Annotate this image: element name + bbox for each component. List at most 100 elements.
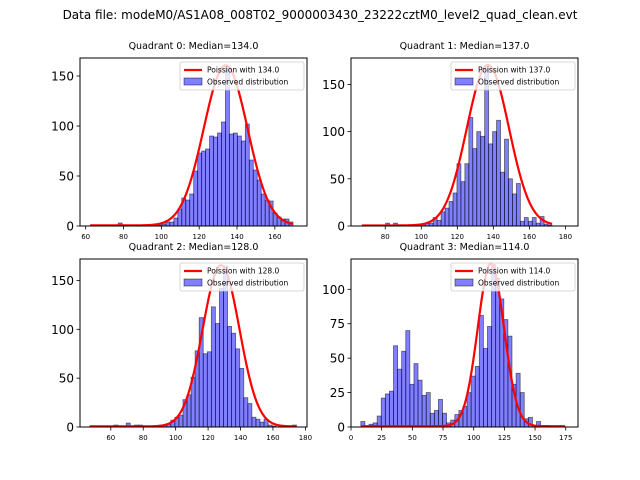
histogram-bar [259,421,265,428]
histogram-bar [206,351,212,428]
x-tick-label: 60 [81,233,90,241]
histogram-bar [405,330,411,428]
x-tick-label: 50 [408,434,417,442]
figure-suptitle: Data file: modeM0/AS1A08_008T02_90000034… [62,8,578,22]
x-tick-label: 160 [523,233,536,241]
legend: Poission with 134.0 Observed distribution [179,61,305,91]
histogram-bar [519,220,525,227]
y-tick-label: 25 [330,386,345,400]
x-tick-label: 180 [559,233,572,241]
x-tick-label: 100 [415,233,428,241]
histogram-bar [515,183,521,227]
histogram-bar [235,348,241,428]
subplot-quadrant-0: Quadrant 0: Median=134.0 0 50 100 150 60 80 100… [51,41,308,241]
histogram-bar [256,179,262,227]
histogram-bar [527,220,533,227]
legend-label-observed: Observed distribution [478,279,559,288]
legend-box [450,61,576,91]
histogram-bar [531,217,537,227]
histogram-bar [468,117,474,227]
poisson-curve [90,64,294,227]
histogram-bar [500,171,505,227]
y-tick-label: 0 [66,421,74,435]
histogram-bar [433,410,439,428]
legend-label-poisson: Poission with 137.0 [478,66,551,75]
x-tick-label: 160 [268,233,281,241]
legend-box [179,262,305,292]
subplot-quadrant-3: Quadrant 3: Median=114.0 0 25 50 75 100 0 25 50 7… [322,242,579,442]
axes-frame [79,57,308,227]
x-tick-label: 80 [119,233,128,241]
histogram-bar [470,375,476,428]
histogram-bar [260,193,266,227]
poisson-curve [89,264,297,428]
histogram-bar [193,170,199,227]
histogram-bar [221,121,226,227]
x-tick-label: 100 [467,434,480,442]
histogram-bar [169,221,175,227]
histogram-bar [495,277,501,428]
histogram-bar [197,152,203,227]
histogram-bar [243,397,249,428]
x-tick-label: 175 [559,434,572,442]
histogram-bar [229,133,234,227]
x-tick-label: 80 [139,434,148,442]
histogram-bar [444,207,450,227]
histogram-bar [165,221,171,227]
histogram-bar [201,150,207,227]
histogram-bar [460,181,466,227]
x-tick-label: 120 [192,233,205,241]
histogram-bar [440,211,446,227]
histogram-bar [438,399,443,428]
y-tick-label: 150 [322,78,345,92]
legend-patch-swatch [454,77,474,86]
legend-label-poisson: Poission with 134.0 [207,66,280,75]
histogram-bar [251,416,257,428]
histogram-bar [185,199,191,227]
x-tick-label: 25 [377,434,386,442]
histogram-bar [504,138,509,227]
histogram-bar [472,148,478,227]
histogram-bar [239,367,245,428]
histogram-bar [240,140,246,227]
y-tick-label: 0 [337,220,345,234]
histogram-bar [492,131,497,227]
legend-label-observed: Observed distribution [478,78,559,87]
histogram-bar [487,326,492,428]
histogram-bar [519,392,525,428]
x-tick-label: 150 [528,434,541,442]
histogram-bar [393,345,398,428]
histogram-bar [488,143,494,227]
histogram-bar [496,119,501,227]
histogram-bar [476,131,482,227]
histogram-bar [236,135,242,227]
histogram-bar [480,135,486,227]
legend-label-poisson: Poission with 114.0 [478,267,551,276]
legend: Poission with 114.0 Observed distribution [450,262,576,292]
y-tick-label: 150 [51,274,74,288]
subplot-quadrant-1: Quadrant 1: Median=137.0 0 50 100 150 80 100 12… [322,41,579,241]
axes-frame [350,258,579,428]
histogram-bar [512,193,517,227]
histogram-bar [417,379,423,428]
histogram-bar [233,132,238,227]
histogram-bar [209,135,214,227]
x-tick-label: 140 [230,233,243,241]
histogram-bar [210,306,216,428]
histogram-bar [464,163,470,227]
histogram-bar [252,169,258,227]
histogram-bar [523,217,529,227]
axes-frame [79,258,308,428]
histogram-bar [186,394,192,428]
histogram-bar [466,392,472,428]
legend-patch-swatch [454,278,474,287]
histogram-bar [389,390,394,428]
x-tick-label: 180 [299,434,312,442]
x-tick-label: 100 [169,434,182,442]
histogram-bar [478,315,484,428]
x-tick-label: 120 [201,434,214,442]
histogram-bar [508,178,513,227]
x-tick-label: 80 [381,233,390,241]
histogram-bar [448,201,454,227]
